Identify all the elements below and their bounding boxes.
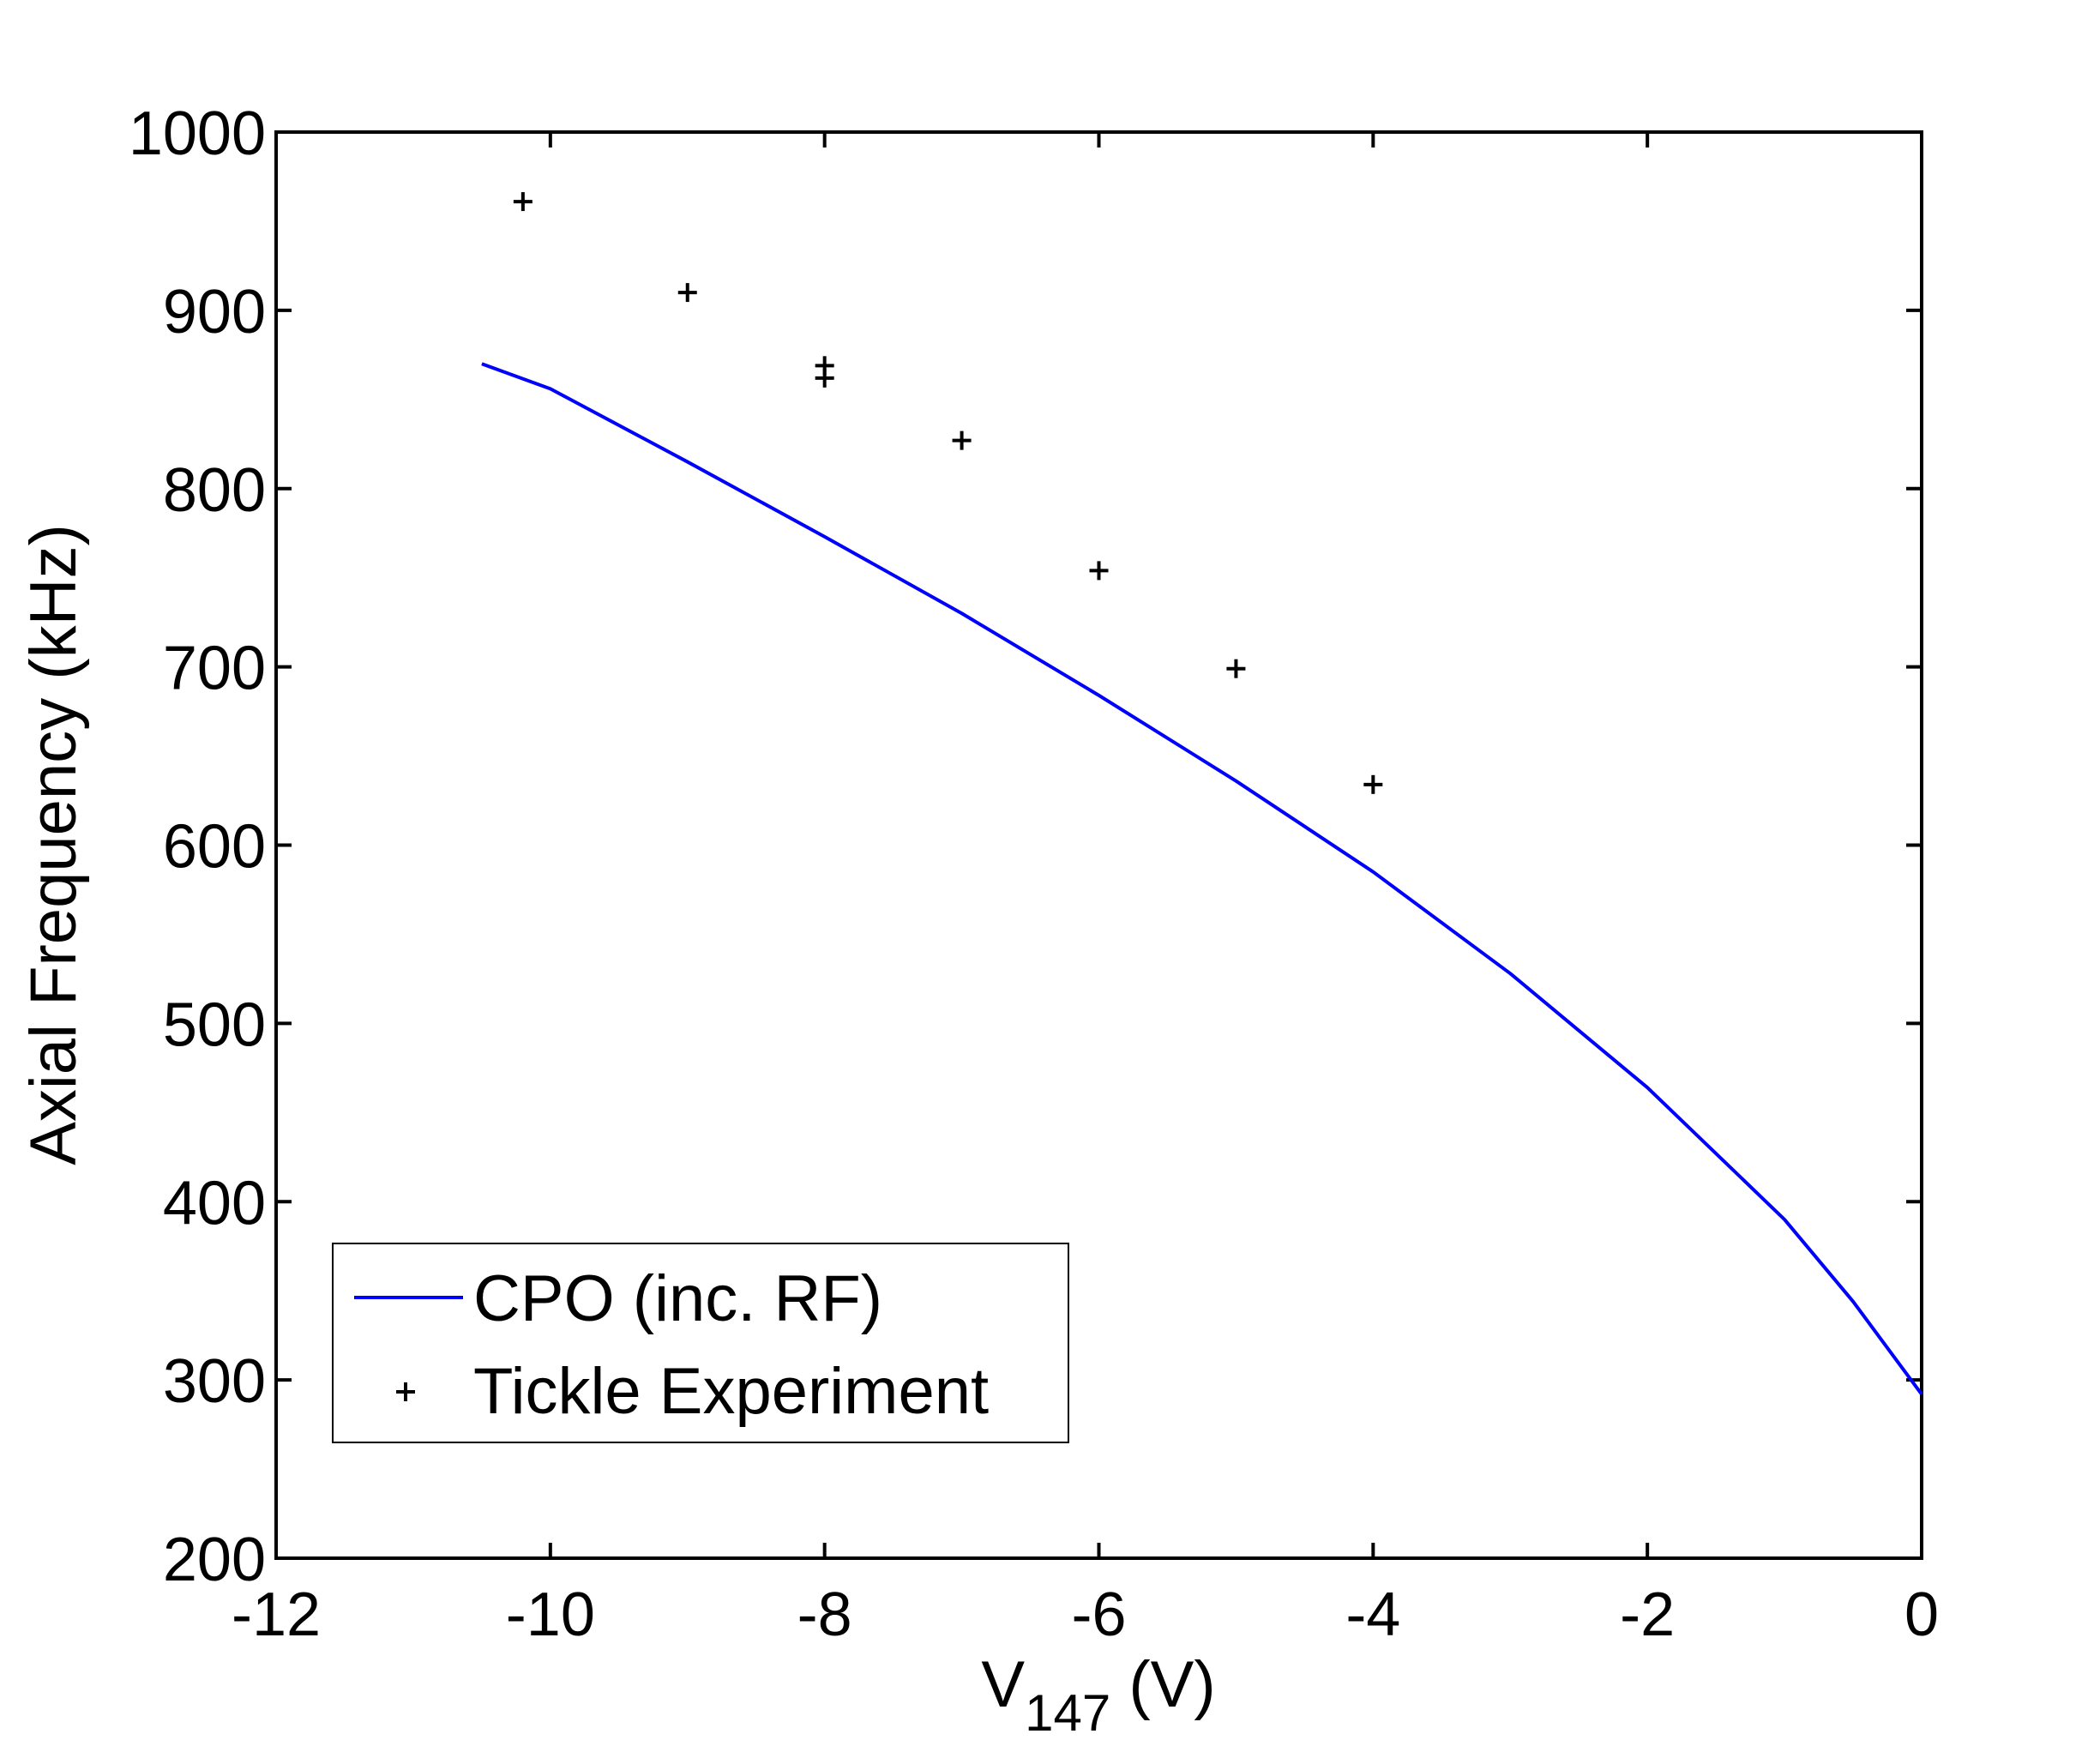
series-line-cpo	[481, 362, 1923, 1395]
legend-label-tickle: Tickle Experiment	[473, 1355, 989, 1428]
y-tick-label: 500	[163, 990, 266, 1059]
x-tick-label: -12	[232, 1580, 321, 1649]
legend-plus-swatch	[396, 1382, 415, 1401]
data-point-tickle	[815, 368, 834, 388]
y-tick-label: 800	[163, 456, 266, 525]
y-tick-label: 900	[163, 278, 266, 346]
y-tick-label: 300	[163, 1347, 266, 1416]
data-point-tickle	[677, 283, 697, 303]
y-tick-label: 600	[163, 813, 266, 882]
data-point-tickle	[1089, 561, 1109, 581]
x-tick-label: -10	[506, 1580, 595, 1649]
x-tick-label: -6	[1071, 1580, 1126, 1649]
data-point-tickle	[952, 430, 972, 450]
data-point-tickle	[1226, 659, 1246, 678]
data-point-tickle	[513, 192, 533, 212]
x-axis-label-unit	[1110, 1648, 1128, 1721]
y-tick-label: 700	[163, 635, 266, 703]
legend: CPO (inc. RF) Tickle Experiment	[332, 1243, 1069, 1443]
y-tick-label: 400	[163, 1169, 266, 1237]
y-tick-label: 1000	[129, 99, 266, 168]
y-axis-label: Axial Frequency (kHz)	[17, 524, 90, 1165]
legend-label-cpo: CPO (inc. RF)	[473, 1262, 882, 1335]
x-tick-label: -2	[1620, 1580, 1675, 1649]
x-axis-label-main: V	[981, 1648, 1025, 1721]
x-tick-label: -4	[1345, 1580, 1400, 1649]
x-tick-label: 0	[1904, 1580, 1939, 1649]
x-tick-label: -8	[797, 1580, 852, 1649]
x-axis-label-unit-text: (V)	[1128, 1648, 1215, 1721]
y-tick-label: 200	[163, 1526, 266, 1594]
x-axis-label: V147 (V)	[981, 1648, 1215, 1740]
data-point-tickle	[1363, 774, 1383, 794]
legend-box	[332, 1243, 1069, 1443]
x-axis-label-sub: 147	[1025, 1684, 1110, 1740]
